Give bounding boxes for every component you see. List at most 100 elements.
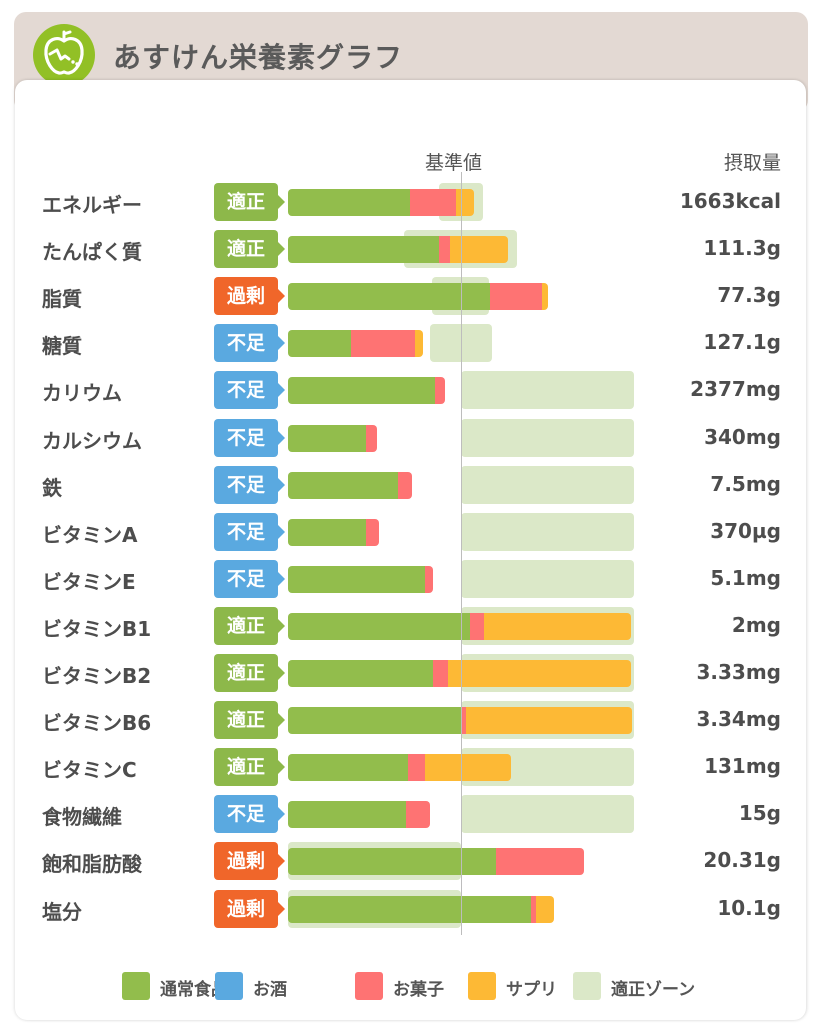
status-badge: 不足: [214, 371, 285, 410]
bar-segment: [425, 754, 511, 782]
intake-value: 3.34mg: [696, 707, 781, 732]
bar-segment: [288, 754, 409, 782]
bar-segment: [288, 660, 433, 687]
proper-zone: [461, 512, 634, 551]
bar-segment: [455, 189, 474, 216]
bar-segment: [469, 612, 484, 640]
nutrient-name: 脂質: [42, 287, 82, 312]
intake-value: 131mg: [704, 754, 781, 779]
bar-segment: [288, 283, 491, 311]
nutrient-name: ビタミンE: [42, 569, 136, 594]
intake-value: 340mg: [704, 424, 781, 449]
nutrient-name: たんぱく質: [42, 240, 142, 265]
page-title: あすけん栄養素グラフ: [113, 41, 404, 74]
bar-segment: [288, 565, 426, 593]
intake-value: 77.3g: [717, 283, 781, 308]
status-badge: 適正: [214, 606, 285, 645]
proper-zone: [461, 795, 634, 834]
intake-header: 摂取量: [723, 152, 781, 174]
nutrient-row: カルシウム 不足 340mg: [0, 415, 823, 462]
bar-segment: [288, 471, 399, 499]
status-badge: 過剰: [214, 842, 285, 881]
bar-segment: [466, 707, 633, 735]
status-badge: 適正: [214, 230, 285, 269]
nutrient-row: 食物繊維 不足 15g: [0, 791, 823, 838]
intake-value: 15g: [738, 801, 781, 826]
status-badge: 適正: [214, 748, 285, 787]
proper-zone: [461, 418, 634, 457]
nutrient-row: 脂質 過剰 77.3g: [0, 273, 823, 320]
nutrient-name: 糖質: [42, 334, 82, 359]
nutrient-name: ビタミンA: [42, 522, 138, 547]
status-badge: 不足: [214, 324, 285, 363]
bar-segment: [425, 565, 433, 593]
status-badge: 不足: [214, 465, 285, 504]
legend-label: 適正ゾーン: [611, 980, 696, 1000]
bar-segment: [288, 801, 406, 829]
intake-value: 2377mg: [690, 377, 781, 402]
bar-segment: [288, 518, 367, 546]
bar-segment: [405, 801, 431, 829]
status-badge: 過剰: [214, 277, 285, 316]
legend-label: 通常食品: [160, 980, 228, 1000]
nutrient-name: ビタミンB1: [42, 616, 152, 641]
nutrient-row: 飽和脂肪酸 過剰 20.31g: [0, 838, 823, 885]
nutrient-row: エネルギー 適正 1663kcal: [0, 179, 823, 226]
legend-label: サプリ: [506, 980, 557, 1000]
bar-segment: [490, 283, 543, 311]
intake-value: 111.3g: [703, 236, 781, 261]
bar-segment: [350, 330, 415, 358]
bar-segment: [531, 895, 537, 923]
legend-swatch: [122, 972, 150, 1000]
nutrient-row: 塩分 過剰 10.1g: [0, 886, 823, 933]
bar-segment: [366, 518, 379, 546]
bar-segment: [450, 236, 509, 264]
legend-swatch: [215, 972, 243, 1000]
bar-segment: [398, 471, 413, 499]
status-badge: 適正: [214, 183, 285, 221]
intake-value: 5.1mg: [710, 565, 781, 590]
intake-value: 370µg: [710, 518, 781, 543]
intake-value: 20.31g: [703, 848, 781, 873]
bar-segment: [439, 236, 451, 264]
bar-segment: [461, 707, 467, 735]
bar-segment: [409, 189, 456, 216]
nutrient-row: ビタミンC 適正 131mg: [0, 744, 823, 791]
intake-value: 10.1g: [717, 895, 781, 920]
bar-segment: [288, 377, 436, 405]
legend-label: お菓子: [393, 980, 444, 1000]
status-badge: 適正: [214, 701, 285, 740]
nutrient-name: ビタミンB2: [42, 664, 152, 688]
status-badge: 適正: [214, 654, 285, 692]
nutrient-row: 糖質 不足 127.1g: [0, 320, 823, 367]
legend-swatch: [573, 972, 601, 1000]
nutrient-name: カルシウム: [42, 428, 142, 453]
bar-segment: [288, 330, 351, 358]
nutrient-name: エネルギー: [42, 193, 142, 217]
nutrient-row: カリウム 不足 2377mg: [0, 367, 823, 414]
legend-swatch: [468, 972, 496, 1000]
status-badge: 不足: [214, 418, 285, 457]
bar-segment: [408, 754, 425, 782]
bar-segment: [288, 424, 367, 452]
proper-zone: [430, 324, 492, 363]
nutrient-name: ビタミンC: [42, 758, 137, 783]
nutrient-row: ビタミンB2 適正 3.33mg: [0, 650, 823, 697]
legend: 通常食品 お酒 お菓子 サプリ 適正ゾーン: [0, 972, 823, 1002]
bar-segment: [435, 377, 446, 405]
status-badge: 不足: [214, 512, 285, 551]
bar-segment: [288, 707, 461, 735]
intake-value: 127.1g: [703, 330, 781, 355]
bar-segment: [495, 848, 584, 876]
proper-zone: [461, 559, 634, 598]
reference-value-header: 基準値: [425, 152, 483, 174]
nutrient-row: 鉄 不足 7.5mg: [0, 462, 823, 509]
proper-zone: [461, 371, 634, 410]
nutrient-name: 鉄: [42, 475, 62, 500]
bar-segment: [288, 848, 496, 876]
nutrient-name: 飽和脂肪酸: [42, 852, 142, 877]
legend-label: お酒: [253, 980, 287, 1000]
bar-segment: [288, 236, 440, 264]
nutrient-row: ビタミンA 不足 370µg: [0, 509, 823, 556]
intake-value: 1663kcal: [679, 189, 781, 213]
